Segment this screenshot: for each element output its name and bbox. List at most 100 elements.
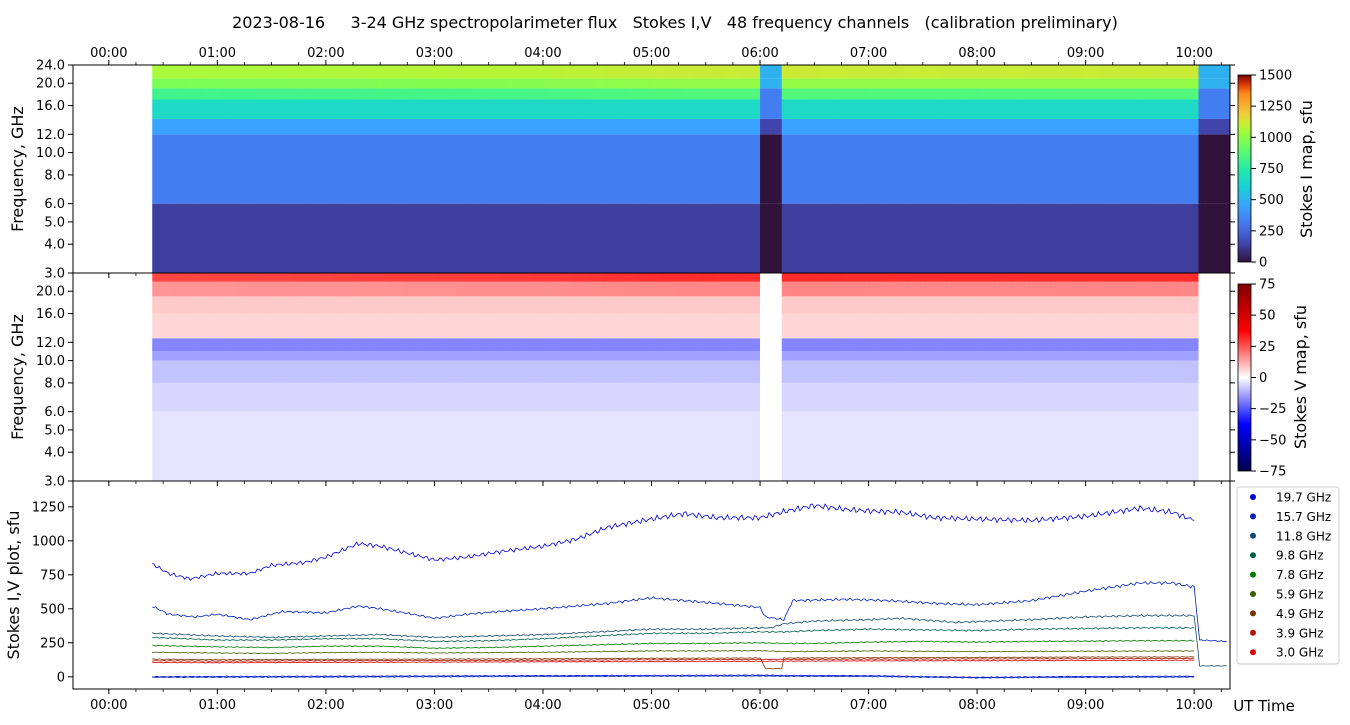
stokes-i-cell [603,65,609,79]
y-tick-label: 0 [57,670,65,685]
stokes-v-cell [399,351,405,361]
stokes-i-cell [525,78,531,89]
stokes-i-cell [1076,99,1082,119]
stokes-i-cell [551,65,557,79]
stokes-i-cell [603,203,609,273]
stokes-i-cell [308,134,314,204]
stokes-i-cell [677,118,683,135]
stokes-i-cell [204,78,210,89]
stokes-v-cell [690,296,696,314]
stokes-v-cell [590,281,596,297]
stokes-v-cell [755,281,761,297]
stokes-v-cell [256,360,262,383]
stokes-i-cell [968,65,974,79]
stokes-v-cell [825,382,831,412]
stokes-v-cell [998,281,1004,297]
stokes-v-cell [855,360,861,383]
stokes-v-cell [677,411,683,481]
stokes-i-cell [638,65,644,79]
stokes-v-cell [890,360,896,383]
stokes-i-cell [608,203,614,273]
stokes-i-cell [807,118,813,135]
stokes-v-cell [1155,360,1161,383]
stokes-i-cell [469,134,475,204]
stokes-v-cell [1098,313,1104,339]
stokes-i-cell [1050,118,1056,135]
stokes-i-cell [1033,88,1039,100]
stokes-i-cell [447,65,453,79]
stokes-i-cell [816,118,822,135]
stokes-v-cell [616,411,622,481]
stokes-v-cell [890,313,896,339]
stokes-i-cell [981,203,987,273]
stokes-v-cell [1120,313,1126,339]
stokes-v-cell [291,273,297,282]
stokes-v-cell [252,281,258,297]
stokes-v-cell [1037,411,1043,481]
stokes-v-cell [916,411,922,481]
stokes-i-cell [325,118,331,135]
stokes-i-cell [660,203,666,273]
stokes-v-cell [265,273,271,282]
stokes-v-cell [660,351,666,361]
stokes-v-cell [747,382,752,412]
stokes-i-cell [260,118,266,135]
stokes-v-cell [1224,296,1230,314]
stokes-i-cell [199,88,205,100]
stokes-i-cell [195,65,201,79]
stokes-v-cell [1055,313,1061,339]
stokes-v-cell [165,281,171,297]
series-line [152,675,1195,679]
stokes-i-cell [451,65,457,79]
stokes-v-cell [629,351,635,361]
stokes-i-cell [525,99,531,119]
stokes-i-cell [1185,99,1191,119]
stokes-v-cell [838,338,844,352]
stokes-i-cell [486,134,492,204]
stokes-v-cell [1142,411,1148,481]
stokes-i-cell [1042,203,1048,273]
stokes-v-cell [443,296,449,314]
stokes-v-cell [595,382,600,412]
stokes-v-cell [178,382,184,412]
stokes-v-cell [586,296,592,314]
stokes-i-cell [408,134,414,204]
stokes-v-cell [1129,360,1134,383]
stokes-v-cell [395,382,401,412]
stokes-i-cell [343,118,349,135]
stokes-i-cell [964,88,970,100]
stokes-v-cell [964,273,970,282]
stokes-v-cell [1055,281,1061,297]
stokes-v-cell [1168,338,1174,352]
stokes-i-cell [1202,203,1208,273]
stokes-i-cell [347,78,353,89]
stokes-v-cell [1063,338,1069,352]
stokes-v-cell [846,313,852,339]
stokes-v-cell [369,296,375,314]
stokes-i-cell [681,99,687,119]
stokes-i-cell [1194,78,1200,89]
stokes-i-cell [1094,88,1100,100]
stokes-v-cell [638,382,644,412]
stokes-v-cell [551,281,557,297]
stokes-i-cell [838,203,844,273]
stokes-v-cell [686,281,692,297]
stokes-v-cell [647,313,653,339]
stokes-v-cell [1016,313,1022,339]
stokes-i-cell [421,99,427,119]
stokes-i-cell [1103,65,1108,79]
stokes-v-cell [391,281,396,297]
stokes-v-cell [1098,411,1104,481]
stokes-i-cell [456,99,462,119]
stokes-i-cell [1007,65,1013,79]
stokes-v-cell [920,296,926,314]
stokes-v-cell [742,313,748,339]
stokes-i-cell [412,99,418,119]
stokes-i-cell [243,134,249,204]
stokes-v-cell [577,382,583,412]
stokes-v-cell [247,411,253,481]
stokes-i-heatmap [152,65,1230,273]
stokes-v-cell [356,313,362,339]
stokes-v-cell [160,281,166,297]
stokes-v-cell [473,338,479,352]
